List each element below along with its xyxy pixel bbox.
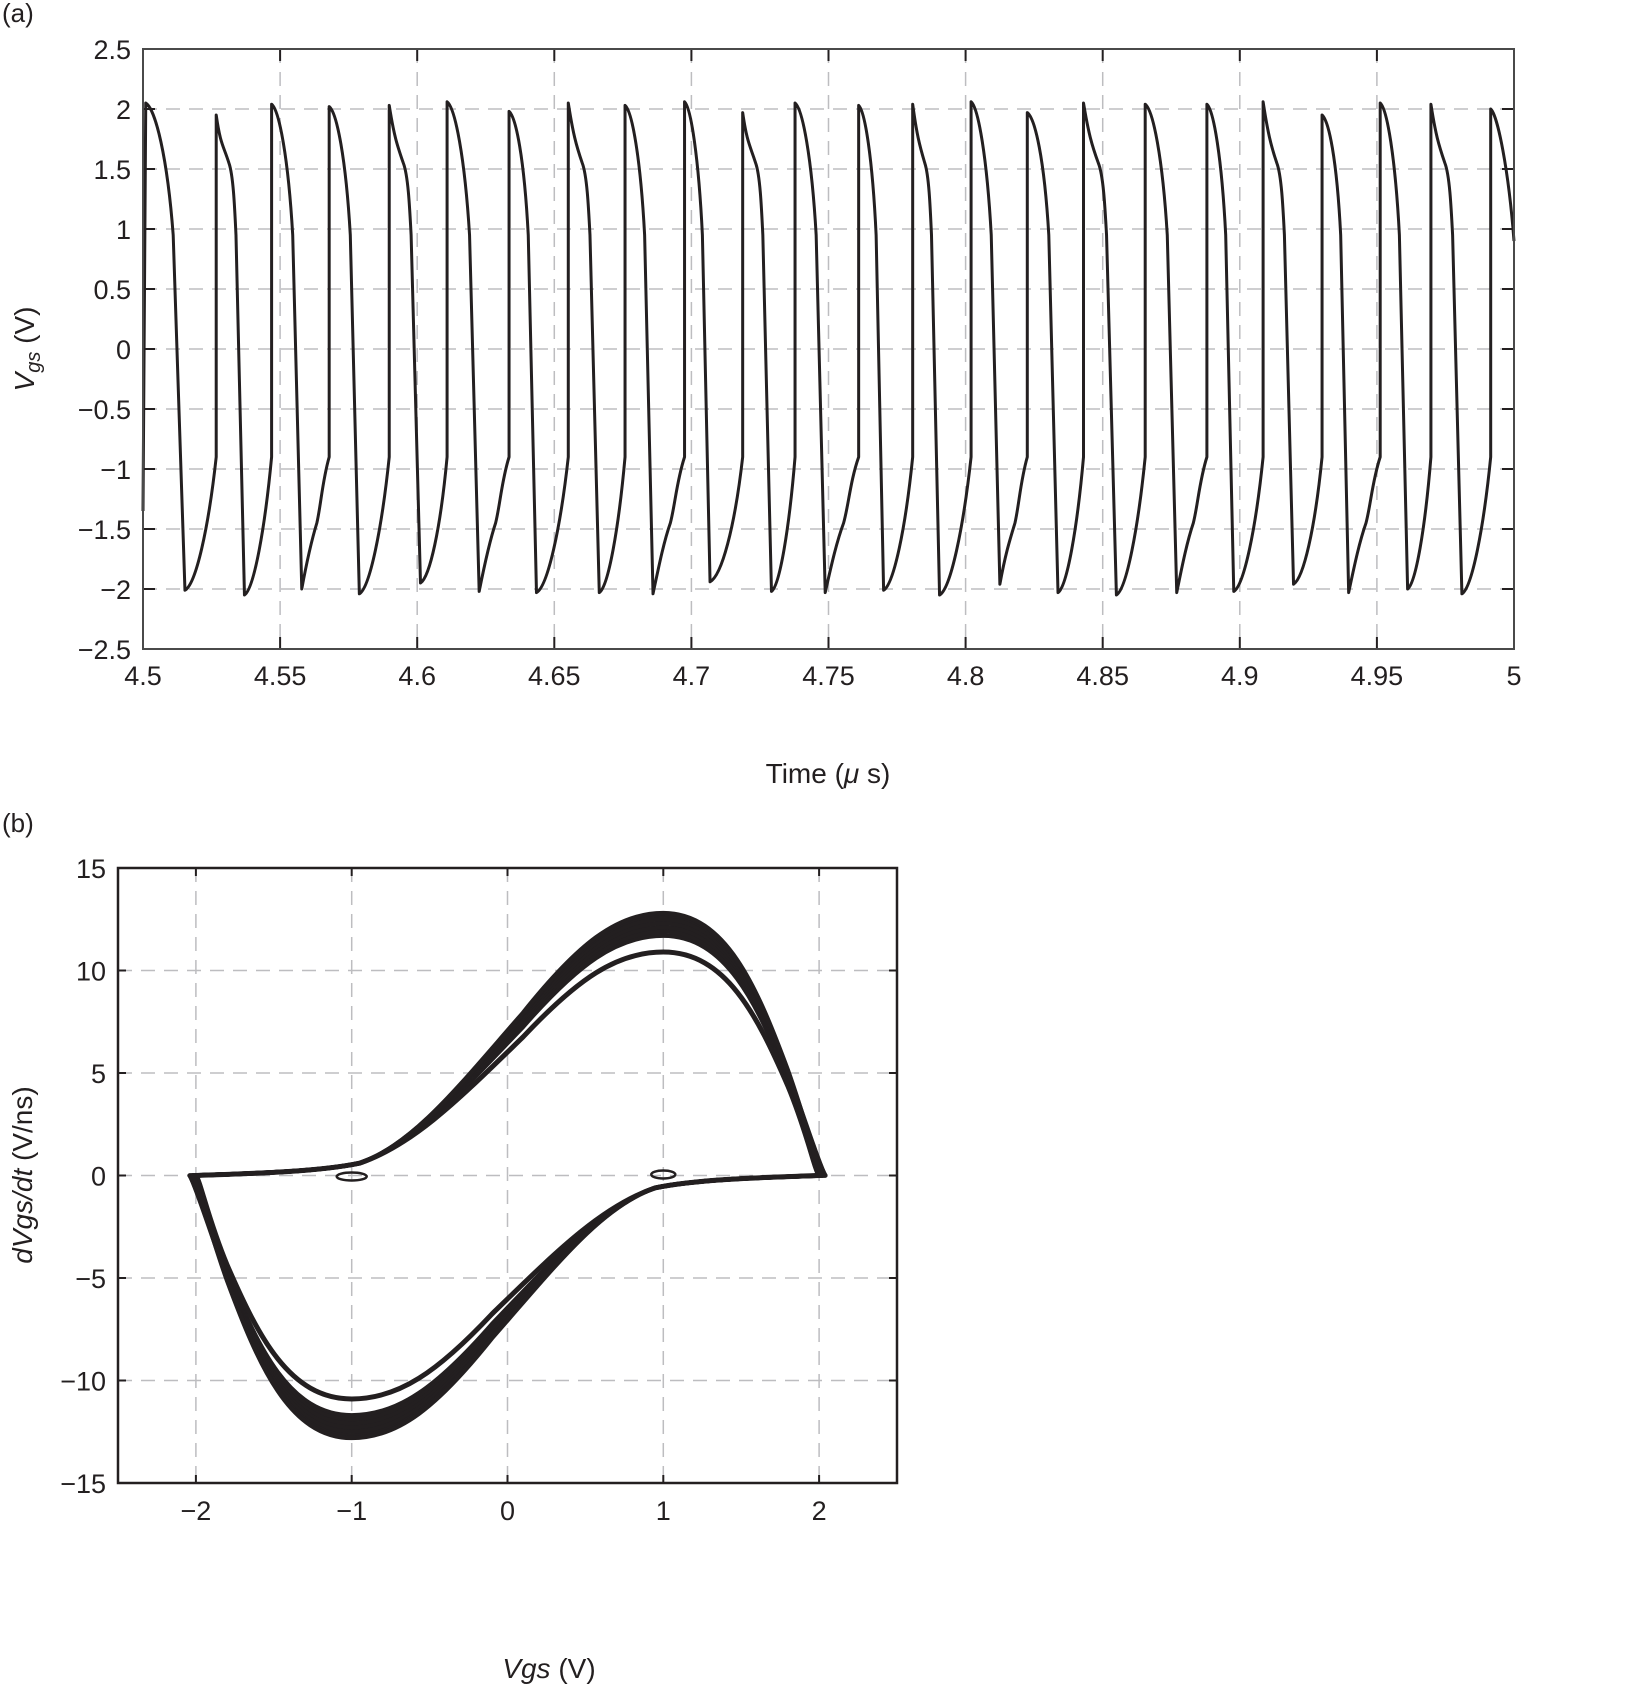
chart-a-xtick-label: 4.9 [1221,661,1259,691]
panel-b-label: (b) [2,808,34,838]
chart-b-ytick-label: −5 [75,1264,106,1294]
chart-a-ytick-label: −0.5 [78,395,131,425]
limit-cycle-trace [190,910,825,1441]
chart-a-ytick-label: 2 [116,95,131,125]
chart-a-ylabel: Vgs (V) [9,307,45,392]
chart-a-xtick-label: 4.7 [673,661,711,691]
chart-a-series-vgs [141,100,1516,597]
chart-a-ytick-label: −2.5 [78,635,131,665]
chart-a-xtick-label: 4.65 [528,661,581,691]
chart-a-ytick-label: 1 [116,215,131,245]
chart-b-ytick-label: −10 [60,1367,106,1397]
small-loop-left [335,1171,368,1182]
chart-a-ytick-label: 0.5 [93,275,131,305]
chart-b-xtick-label: −2 [181,1496,212,1526]
chart-a-grid [143,49,1514,649]
chart-a-ytick-label: 2.5 [93,35,131,65]
chart-b-ylabel: dVgs/dt (V/ns) [7,1086,38,1263]
chart-b-xtick-label: 2 [812,1496,827,1526]
small-loop-right [650,1169,677,1180]
chart-b-axes [116,866,899,1485]
chart-b-ytick-label: 0 [91,1162,106,1192]
chart-a-xlabel: Time (μ s) [766,758,891,789]
chart-a-xtick-label: 4.5 [124,661,162,691]
chart-a-axes [142,48,1515,650]
chart-a-xtick-label: 4.55 [254,661,307,691]
chart-b-xtick-label: 0 [500,1496,515,1526]
chart-a-xtick-label: 4.85 [1076,661,1129,691]
chart-b-xlabel: Vgs (V) [502,1653,595,1684]
chart-a-ytick-label: −2 [100,575,131,605]
chart-b-xtick-label: 1 [656,1496,671,1526]
panel-a-label: (a) [2,0,34,28]
chart-a-xtick-label: 4.95 [1351,661,1404,691]
chart-b-ytick-label: −15 [60,1469,106,1499]
chart-b-ytick-label: 15 [76,854,106,884]
chart-b-xtick-label: −1 [336,1496,367,1526]
chart-b-ytick-label: 10 [76,957,106,987]
chart-b-series [187,910,828,1441]
chart-a-tick-labels: 4.5 4.55 4.6 4.65 4.7 4.75 4.8 4.85 4.9 4.95 5 −2.5… [78,35,1522,691]
chart-a-time-series: 4.5 4.55 4.6 4.65 4.7 4.75 4.8 4.85 4.9 4.95 5 −2.5… [9,35,1522,789]
chart-b-ytick-label: 5 [91,1059,106,1089]
chart-a-ytick-label: 1.5 [93,155,131,185]
chart-a-ytick-label: −1.5 [78,515,131,545]
chart-a-xtick-label: 4.6 [398,661,436,691]
chart-a-ytick-label: 0 [116,335,131,365]
chart-a-ytick-label: −1 [100,455,131,485]
chart-a-xtick-label: 4.75 [802,661,855,691]
chart-a-xtick-label: 4.8 [947,661,985,691]
vgs-waveform-line [141,100,1516,597]
chart-a-xtick-label: 5 [1506,661,1521,691]
